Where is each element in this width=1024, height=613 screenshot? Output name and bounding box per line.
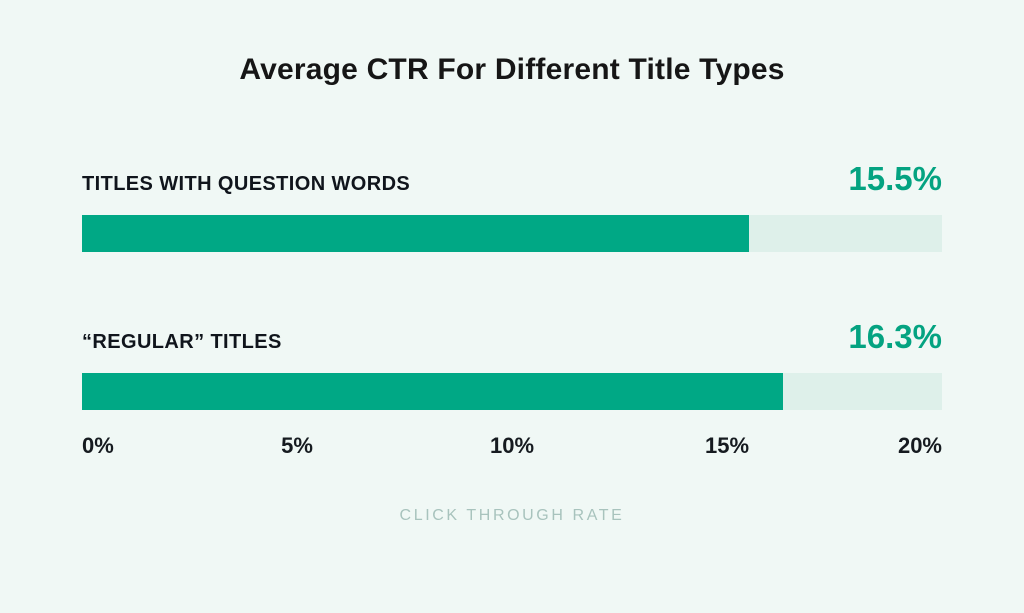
- bar-value-label: 16.3%: [848, 318, 942, 355]
- bar-category-label: TITLES WITH QUESTION WORDS: [82, 173, 411, 195]
- bar-row-regular-titles: “REGULAR” TITLES 16.3%: [82, 320, 942, 410]
- chart-plot-area: TITLES WITH QUESTION WORDS 15.5% “REGULA…: [82, 162, 942, 459]
- chart-canvas: Average CTR For Different Title Types TI…: [0, 52, 1024, 613]
- bar-track: [82, 373, 942, 410]
- bar-header: “REGULAR” TITLES 16.3%: [82, 320, 942, 353]
- bar-fill: [82, 373, 783, 410]
- axis-tick-5: 5%: [281, 433, 313, 458]
- x-axis-caption: CLICK THROUGH RATE: [399, 507, 625, 524]
- bar-fill: [82, 215, 749, 252]
- bar-category-label: “REGULAR” TITLES: [82, 331, 282, 353]
- bar-value-label: 15.5%: [848, 160, 942, 197]
- bar-track: [82, 215, 942, 252]
- axis-tick-20: 20%: [897, 433, 942, 458]
- x-axis: 0% 5% 10% 15% 20%: [82, 433, 942, 459]
- bar-row-question-titles: TITLES WITH QUESTION WORDS 15.5%: [82, 162, 942, 252]
- axis-tick-15: 15%: [704, 433, 750, 458]
- bar-header: TITLES WITH QUESTION WORDS 15.5%: [82, 162, 942, 195]
- chart-title: Average CTR For Different Title Types: [239, 53, 785, 86]
- axis-tick-0: 0%: [82, 433, 114, 458]
- axis-tick-10: 10%: [489, 433, 535, 458]
